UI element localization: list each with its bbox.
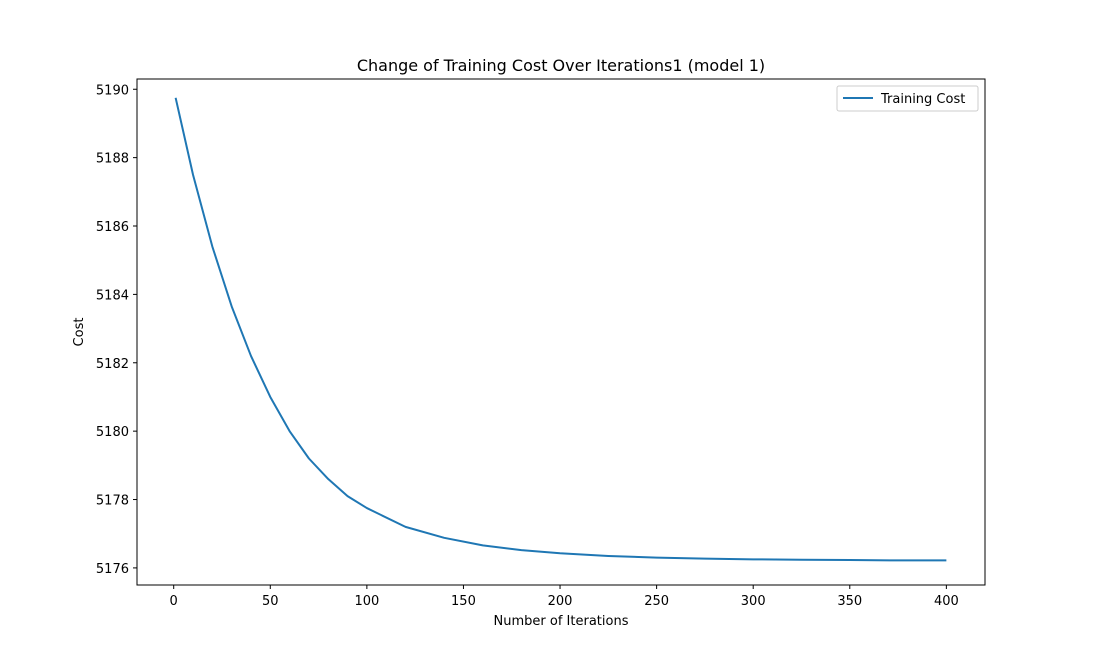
x-axis: 0 50 100 150 200 250 300 350 400 [170, 585, 959, 609]
y-tick-label: 5184 [96, 288, 129, 303]
y-tick-label: 5182 [96, 357, 129, 372]
x-tick-label: 50 [262, 594, 279, 609]
legend-box [836, 85, 979, 112]
plot-area [136, 78, 986, 586]
y-tick-label: 5178 [96, 494, 129, 509]
y-tick-label: 5176 [96, 562, 129, 577]
y-tick-label: 5188 [96, 152, 129, 167]
y-axis: 5176 5178 5180 5182 5184 5186 5188 5190 [96, 83, 137, 577]
y-tick-label: 5180 [96, 425, 129, 440]
y-axis-label: Cost [72, 318, 87, 347]
x-tick-label: 100 [354, 594, 379, 609]
x-tick-label: 150 [451, 594, 476, 609]
chart-title: Change of Training Cost Over Iterations1… [357, 56, 765, 75]
series-group [174, 97, 947, 562]
series-line-training-cost [174, 97, 947, 562]
y-tick-label: 5190 [96, 83, 129, 98]
x-tick-label: 400 [934, 594, 959, 609]
y-tick-label: 5186 [96, 220, 129, 235]
x-tick-label: 200 [548, 594, 573, 609]
legend: Training Cost [836, 85, 979, 112]
legend-label: Training Cost [880, 92, 965, 107]
x-tick-label: 250 [644, 594, 669, 609]
x-tick-label: 0 [170, 594, 178, 609]
x-axis-label: Number of Iterations [494, 614, 629, 629]
x-tick-label: 350 [837, 594, 862, 609]
x-tick-label: 300 [741, 594, 766, 609]
